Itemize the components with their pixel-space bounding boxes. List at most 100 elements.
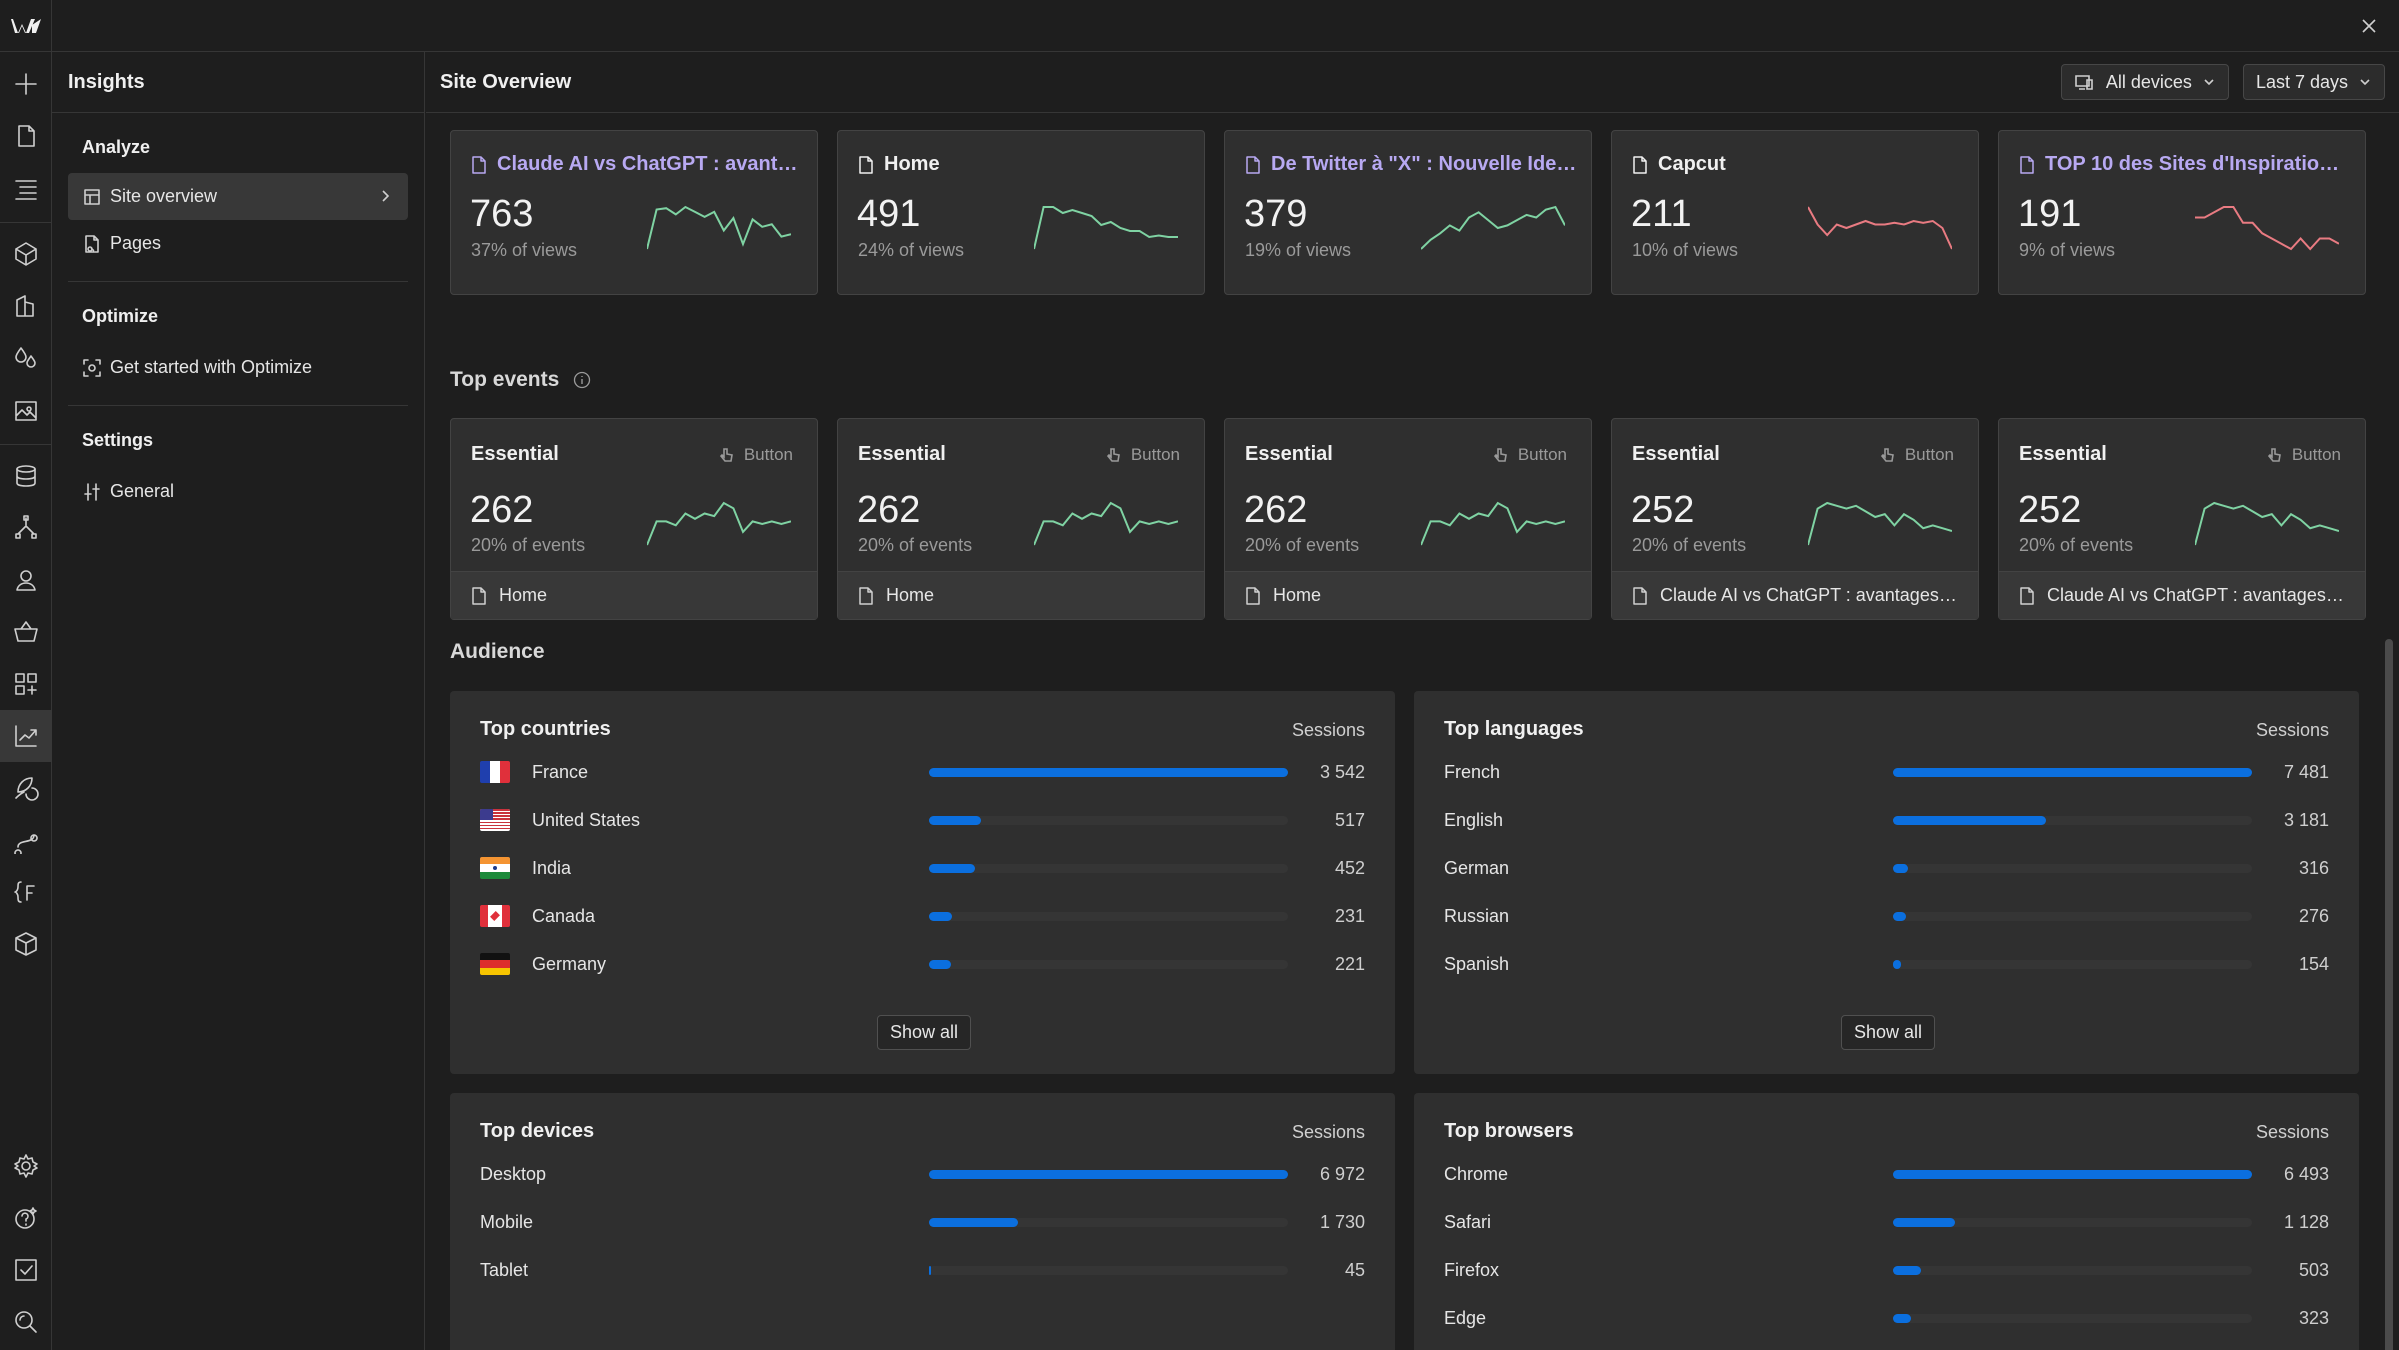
table-row[interactable]: Safari 1 128 — [1444, 1198, 2329, 1246]
packages-icon[interactable] — [0, 918, 52, 970]
nav-item-pages[interactable]: Pages — [68, 220, 408, 267]
sparkline-path — [647, 501, 791, 546]
table-row[interactable]: Tablet 45 — [480, 1246, 1365, 1294]
page-card-title[interactable]: Claude AI vs ChatGPT : avantages, inconv… — [471, 153, 803, 176]
ecommerce-icon[interactable] — [0, 606, 52, 658]
event-card[interactable]: Essential Button 262 20% of events Home — [837, 418, 1205, 620]
interactions-icon[interactable] — [0, 814, 52, 866]
page-card-title[interactable]: Capcut — [1632, 153, 1964, 176]
table-row[interactable]: Mobile 1 730 — [480, 1198, 1365, 1246]
event-card-share: 20% of events — [1245, 535, 1360, 555]
event-card-title: Essential — [1632, 443, 1720, 465]
audit-icon[interactable] — [0, 1244, 52, 1296]
add-icon[interactable] — [0, 58, 52, 110]
page-card[interactable]: De Twitter à "X" : Nouvelle Identité 379 1… — [1224, 130, 1592, 295]
localization-icon[interactable] — [0, 762, 52, 814]
table-row[interactable]: Canada 231 — [480, 892, 1365, 940]
page-card[interactable]: Capcut 211 10% of views — [1611, 130, 1979, 295]
table-row[interactable]: India 452 — [480, 844, 1365, 892]
insights-icon[interactable] — [0, 710, 52, 762]
nav-item-general[interactable]: General — [68, 468, 408, 515]
apps-icon[interactable] — [0, 658, 52, 710]
page-card[interactable]: Home 491 24% of views — [837, 130, 1205, 295]
event-page-link[interactable]: Claude AI vs ChatGPT : avantages, inconv… — [1612, 571, 1978, 619]
event-type-label: Button — [1130, 445, 1180, 464]
table-row[interactable]: United States 517 — [480, 796, 1365, 844]
event-page-link[interactable]: Claude AI vs ChatGPT : avantages, inconv… — [1999, 571, 2365, 619]
page-card-title[interactable]: De Twitter à "X" : Nouvelle Identité — [1245, 153, 1577, 176]
variables-icon[interactable] — [0, 280, 52, 332]
assets-icon[interactable] — [0, 384, 52, 436]
nav-item-label: Site overview — [110, 186, 218, 206]
row-value: 503 — [2298, 1259, 2329, 1280]
event-page-link[interactable]: Home — [1225, 571, 1591, 619]
pointer-icon — [2267, 448, 2281, 462]
section-heading-analyze: Analyze — [82, 136, 151, 157]
progress-bar-fill — [1893, 816, 2046, 825]
event-card-title: Essential — [858, 443, 946, 465]
nav-item-get-started-optimize[interactable]: Get started with Optimize — [68, 344, 408, 391]
devices-dropdown[interactable]: All devices — [2060, 64, 2229, 100]
page-card-title[interactable]: TOP 10 des Sites d'Inspiration Web — [2019, 153, 2351, 176]
page-card-title[interactable]: Home — [858, 153, 1190, 176]
users-icon[interactable] — [0, 554, 52, 606]
info-icon[interactable] — [573, 371, 591, 389]
webflow-logo-icon[interactable] — [0, 0, 52, 52]
column-header-sessions: Sessions — [1291, 1122, 1365, 1142]
row-value: 1 730 — [1319, 1211, 1365, 1232]
insights-panel: Insights Analyze Site overview Pages Opt… — [52, 52, 425, 1350]
event-page-label: Claude AI vs ChatGPT : avantages, inconv… — [1660, 585, 1958, 605]
table-row[interactable]: Chrome 6 493 — [1444, 1150, 2329, 1198]
progress-bar — [929, 864, 1288, 873]
table-row[interactable]: Edge 323 — [1444, 1294, 2329, 1342]
cms-icon[interactable] — [0, 450, 52, 502]
navigator-icon[interactable] — [0, 162, 52, 214]
show-all-button[interactable]: Show all — [1841, 1015, 1936, 1050]
event-card[interactable]: Essential Button 262 20% of events Home — [1224, 418, 1592, 620]
column-header-sessions: Sessions — [2255, 1122, 2329, 1142]
table-row[interactable]: Desktop 6 972 — [480, 1150, 1365, 1198]
logic-icon[interactable] — [0, 502, 52, 554]
icon-rail — [0, 52, 52, 1350]
code-icon[interactable] — [0, 866, 52, 918]
table-row[interactable]: Other298 — [1444, 1342, 2329, 1350]
page-card[interactable]: Claude AI vs ChatGPT : avantages, inconv… — [450, 130, 818, 295]
table-row[interactable]: Germany 221 — [480, 940, 1365, 988]
flag-fr-icon — [480, 761, 510, 783]
show-all-button[interactable]: Show all — [877, 1015, 972, 1050]
sparkline-path — [2195, 501, 2339, 546]
event-page-link[interactable]: Home — [451, 571, 817, 619]
settings-icon[interactable] — [0, 1140, 52, 1192]
row-value: 6 972 — [1319, 1163, 1365, 1184]
table-row[interactable]: English 3 181 — [1444, 796, 2329, 844]
event-card-value: 262 — [857, 489, 921, 531]
overview-content: Claude AI vs ChatGPT : avantages, inconv… — [426, 114, 2399, 1350]
progress-bar-fill — [929, 1218, 1019, 1227]
table-row[interactable]: France 3 542 — [480, 748, 1365, 796]
progress-bar-fill — [1893, 768, 2252, 777]
table-row[interactable]: German 316 — [1444, 844, 2329, 892]
styles-icon[interactable] — [0, 332, 52, 384]
event-card[interactable]: Essential Button 252 20% of events Claude AI… — [1998, 418, 2366, 620]
pages-icon[interactable] — [0, 110, 52, 162]
event-page-label: Claude AI vs ChatGPT : avantages, inconv… — [2047, 585, 2345, 605]
search-icon[interactable] — [0, 1296, 52, 1348]
row-label: Firefox — [1444, 1259, 1500, 1280]
page-icon — [1246, 586, 1260, 605]
help-icon[interactable] — [0, 1192, 52, 1244]
components-icon[interactable] — [0, 228, 52, 280]
nav-item-site-overview[interactable]: Site overview — [68, 173, 408, 220]
row-label: Spanish — [1444, 953, 1510, 974]
event-card[interactable]: Essential Button 262 20% of events Home — [450, 418, 818, 620]
row-label: Canada — [532, 905, 596, 926]
page-card[interactable]: TOP 10 des Sites d'Inspiration Web 191 9% … — [1998, 130, 2366, 295]
table-row[interactable]: Russian 276 — [1444, 892, 2329, 940]
table-row[interactable]: French 7 481 — [1444, 748, 2329, 796]
close-icon[interactable] — [2357, 14, 2381, 38]
date-range-dropdown[interactable]: Last 7 days — [2242, 64, 2385, 100]
table-row[interactable]: Spanish 154 — [1444, 940, 2329, 988]
event-page-link[interactable]: Home — [838, 571, 1204, 619]
event-card[interactable]: Essential Button 252 20% of events Claude AI… — [1611, 418, 1979, 620]
scrollbar[interactable] — [2385, 639, 2393, 1350]
table-row[interactable]: Firefox 503 — [1444, 1246, 2329, 1294]
